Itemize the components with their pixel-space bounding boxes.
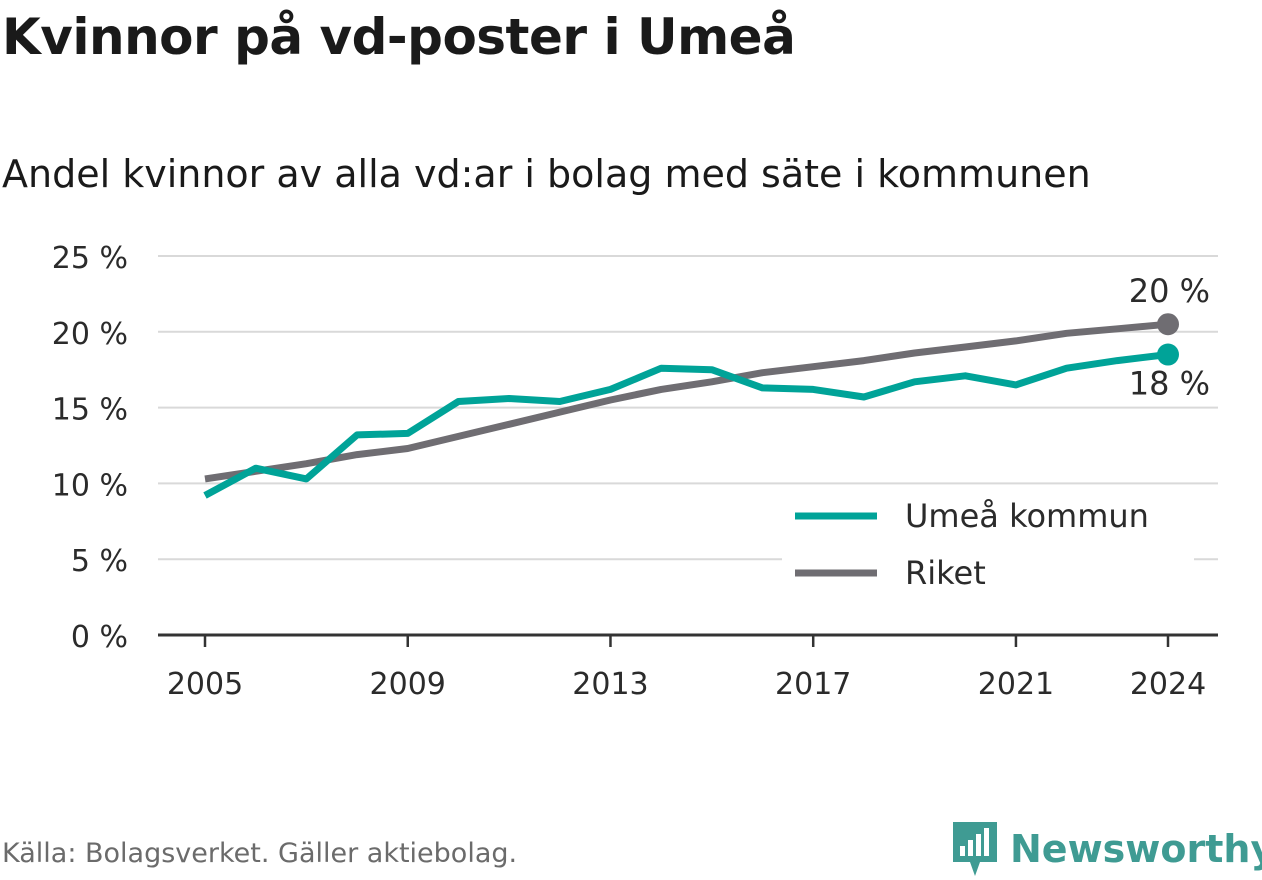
y-tick-label: 5 %: [71, 544, 128, 579]
legend-label: Riket: [905, 554, 986, 592]
brand-name: Newsworthy: [1010, 827, 1262, 871]
series-line-umea: [203, 351, 1169, 499]
x-tick-label: 2017: [775, 667, 851, 702]
y-tick-label: 25 %: [52, 241, 128, 276]
series-end-point-umea: [1157, 343, 1179, 366]
data-label-riket: 20 %: [1129, 272, 1210, 310]
data-label-umea: 18 %: [1129, 365, 1210, 403]
legend-label: Umeå kommun: [905, 497, 1149, 535]
chart-subtitle: Andel kvinnor av alla vd:ar i bolag med …: [2, 152, 1091, 196]
series-end-point-riket: [1157, 313, 1179, 336]
y-tick-label: 0 %: [71, 620, 128, 655]
x-tick-label: 2005: [167, 667, 243, 702]
x-tick-label: 2013: [572, 667, 648, 702]
series-line-riket: [204, 320, 1169, 483]
brand-logo: Newsworthy: [950, 818, 1262, 880]
x-tick-label: 2024: [1130, 667, 1206, 702]
chart-title: Kvinnor på vd-poster i Umeå: [2, 8, 796, 66]
y-tick-label: 20 %: [52, 317, 128, 352]
source-note: Källa: Bolagsverket. Gäller aktiebolag.: [2, 838, 518, 869]
newsworthy-logo-icon: [953, 822, 997, 876]
legend-box: [782, 486, 1194, 598]
x-tick-label: 2009: [370, 667, 446, 702]
y-tick-label: 15 %: [52, 393, 128, 428]
x-tick-label: 2021: [978, 667, 1054, 702]
y-tick-label: 10 %: [52, 468, 128, 503]
